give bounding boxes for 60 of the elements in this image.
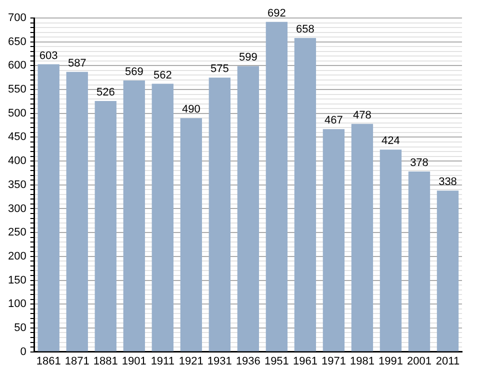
data-label: 490 xyxy=(182,104,200,116)
data-label: 575 xyxy=(210,63,229,76)
data-label: 692 xyxy=(268,7,286,20)
y-tick-label: 550 xyxy=(8,84,26,96)
x-tick-label: 1981 xyxy=(350,355,374,368)
x-tick-label: 1881 xyxy=(93,355,118,368)
bar xyxy=(180,118,202,352)
data-label: 599 xyxy=(238,52,258,64)
x-tick-label: 1901 xyxy=(122,355,146,368)
data-label: 378 xyxy=(410,157,428,170)
data-label: 338 xyxy=(438,176,457,188)
x-tick-label: 1871 xyxy=(64,355,90,368)
x-tick-label: 2001 xyxy=(406,355,432,368)
bar xyxy=(123,80,145,352)
data-label: 478 xyxy=(353,109,372,122)
bar xyxy=(237,66,260,352)
x-tick-label: 1971 xyxy=(321,355,346,368)
data-label: 587 xyxy=(68,57,86,70)
data-label: 569 xyxy=(124,66,144,78)
y-tick-label: 350 xyxy=(8,178,26,191)
x-tick-label: 1911 xyxy=(150,355,174,368)
y-tick-label: 700 xyxy=(8,12,26,24)
bar xyxy=(66,72,88,352)
y-tick-label: 100 xyxy=(8,298,26,310)
y-tick-label: 50 xyxy=(14,322,26,334)
x-tick-label: 1921 xyxy=(178,355,204,368)
data-label: 424 xyxy=(382,135,400,148)
data-label: 658 xyxy=(296,24,314,36)
y-tick-label: 450 xyxy=(8,131,26,144)
bar xyxy=(266,22,288,352)
x-tick-label: 2011 xyxy=(436,355,460,368)
bar xyxy=(322,129,345,352)
data-label: 603 xyxy=(39,50,58,62)
bar xyxy=(436,190,459,352)
x-tick-label: 1931 xyxy=(207,355,232,368)
y-tick-label: 150 xyxy=(8,274,26,286)
bar xyxy=(152,84,174,352)
data-label: 526 xyxy=(96,86,115,99)
y-tick-label: 650 xyxy=(8,36,26,48)
x-tick-label: 1991 xyxy=(378,355,403,368)
y-tick-label: 0 xyxy=(20,346,26,358)
bar xyxy=(208,78,230,352)
bar xyxy=(351,124,374,352)
data-label: 467 xyxy=(324,114,343,127)
x-tick-label: 1936 xyxy=(236,355,260,368)
bar xyxy=(380,150,402,352)
y-tick-label: 300 xyxy=(8,202,26,215)
y-tick-label: 600 xyxy=(8,60,26,72)
y-tick-label: 250 xyxy=(8,226,26,239)
y-tick-label: 400 xyxy=(8,155,26,168)
bar xyxy=(94,100,116,352)
x-tick-label: 1961 xyxy=(292,355,318,368)
y-tick-label: 500 xyxy=(8,107,26,120)
y-tick-label: 200 xyxy=(8,250,26,262)
x-tick-label: 1861 xyxy=(36,355,61,368)
bar xyxy=(38,64,60,352)
bar xyxy=(408,172,430,352)
data-label: 562 xyxy=(153,69,172,82)
x-tick-label: 1951 xyxy=(264,355,289,368)
bar xyxy=(294,38,316,352)
